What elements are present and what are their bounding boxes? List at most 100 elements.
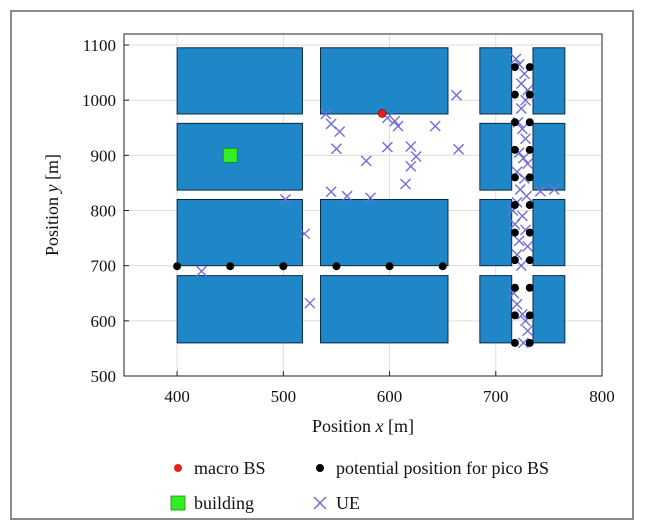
plot-area bbox=[123, 33, 603, 377]
x-axis-label-var: x bbox=[375, 416, 384, 436]
ue-stroke bbox=[410, 150, 422, 162]
legend-ue-cross bbox=[313, 496, 327, 510]
ue-marker bbox=[392, 120, 404, 132]
ue-stroke bbox=[392, 120, 404, 132]
x-tick-label: 700 bbox=[483, 387, 509, 406]
y-axis-label-prefix: Position bbox=[42, 192, 62, 256]
ue-marker bbox=[522, 158, 534, 170]
ue-marker bbox=[522, 325, 534, 337]
pico-bs-marker bbox=[510, 311, 519, 320]
pico-bs-marker bbox=[510, 63, 519, 72]
pico-bs-marker bbox=[525, 63, 534, 72]
ue-stroke bbox=[516, 308, 528, 320]
ue-stroke bbox=[325, 118, 337, 130]
ue-stroke bbox=[514, 184, 526, 196]
ue-marker bbox=[515, 102, 527, 114]
ue-stroke bbox=[515, 102, 527, 114]
ue-marker bbox=[520, 133, 532, 145]
building-block bbox=[479, 198, 513, 267]
ue-stroke bbox=[196, 265, 208, 277]
ue-stroke bbox=[548, 184, 560, 196]
ue-marker bbox=[381, 141, 393, 153]
pico-bs-marker bbox=[510, 145, 519, 154]
ue-stroke bbox=[517, 337, 529, 349]
ue-stroke bbox=[364, 192, 376, 204]
building-block bbox=[532, 198, 566, 267]
ue-stroke bbox=[334, 126, 346, 138]
ue-marker bbox=[364, 192, 376, 204]
ue-stroke bbox=[522, 158, 534, 170]
x-tick-label: 800 bbox=[589, 387, 615, 406]
pico-bs-marker bbox=[525, 228, 534, 237]
y-tick-label: 1000 bbox=[82, 91, 116, 110]
x-axis-label-unit: [m] bbox=[384, 416, 415, 436]
ue-marker bbox=[548, 184, 560, 196]
ue-marker bbox=[429, 120, 441, 132]
ue-marker bbox=[325, 186, 337, 198]
building-block bbox=[532, 122, 566, 191]
x-tick-label: 500 bbox=[271, 387, 297, 406]
x-tick-label: 400 bbox=[164, 387, 190, 406]
ue-marker bbox=[389, 115, 401, 127]
ue-marker bbox=[341, 190, 353, 202]
ue-stroke bbox=[381, 112, 393, 124]
building-block bbox=[320, 47, 449, 115]
ue-marker bbox=[509, 218, 521, 230]
legend-building-marker bbox=[170, 495, 186, 511]
ue-marker bbox=[196, 265, 208, 277]
pico-bs-marker bbox=[438, 262, 447, 271]
pico-bs-marker bbox=[525, 90, 534, 99]
pico-bs-marker bbox=[525, 118, 534, 127]
y-axis-label-var: y bbox=[42, 184, 62, 194]
pico-layer bbox=[173, 63, 534, 347]
ticks-layer: 400 500 600 700 800 500 600 700 800 900 1000 1100 bbox=[82, 36, 615, 406]
building-block bbox=[176, 275, 303, 344]
building-block bbox=[479, 47, 513, 115]
blocks-layer bbox=[176, 47, 566, 344]
ue-marker bbox=[360, 155, 372, 167]
ue-stroke bbox=[330, 143, 342, 155]
pico-bs-marker bbox=[525, 173, 534, 182]
ue-stroke bbox=[360, 155, 372, 167]
ue-marker bbox=[511, 298, 523, 310]
pico-bs-marker bbox=[510, 256, 519, 265]
x-tick-label: 600 bbox=[377, 387, 403, 406]
pico-bs-marker bbox=[525, 145, 534, 154]
ue-marker bbox=[516, 308, 528, 320]
ue-marker bbox=[450, 89, 462, 101]
building-block bbox=[176, 198, 303, 267]
legend-pico-marker bbox=[316, 464, 324, 472]
ue-marker bbox=[334, 126, 346, 138]
ue-marker bbox=[399, 178, 411, 190]
ue-marker bbox=[405, 141, 417, 153]
building-block bbox=[320, 198, 449, 267]
pico-bs-marker bbox=[385, 262, 394, 271]
ue-stroke bbox=[522, 84, 534, 96]
building-block bbox=[479, 275, 513, 344]
ue-stroke bbox=[513, 147, 525, 159]
y-tick-label: 1100 bbox=[83, 36, 116, 55]
building-block bbox=[176, 122, 303, 191]
legend-ue-label: UE bbox=[336, 493, 360, 513]
building-block bbox=[176, 47, 303, 115]
ue-stroke bbox=[405, 160, 417, 172]
ue-stroke bbox=[515, 260, 527, 272]
pico-bs-marker bbox=[510, 228, 519, 237]
building-block bbox=[320, 275, 449, 344]
ue-marker bbox=[517, 152, 529, 164]
building-layer bbox=[222, 147, 238, 163]
ue-stroke bbox=[405, 141, 417, 153]
pico-bs-marker bbox=[510, 283, 519, 292]
ue-stroke bbox=[453, 143, 465, 155]
building-block bbox=[532, 275, 566, 344]
legend-pico-label: potential position for pico BS bbox=[336, 458, 549, 478]
ue-stroke bbox=[341, 190, 353, 202]
ue-stroke bbox=[516, 123, 528, 135]
ue-stroke bbox=[534, 185, 546, 197]
ue-stroke bbox=[520, 224, 532, 236]
legend-ue-marker bbox=[313, 496, 327, 510]
ue-stroke bbox=[509, 218, 521, 230]
pico-bs-marker bbox=[525, 311, 534, 320]
ue-stroke bbox=[511, 298, 523, 310]
pico-bs-marker bbox=[332, 262, 341, 271]
